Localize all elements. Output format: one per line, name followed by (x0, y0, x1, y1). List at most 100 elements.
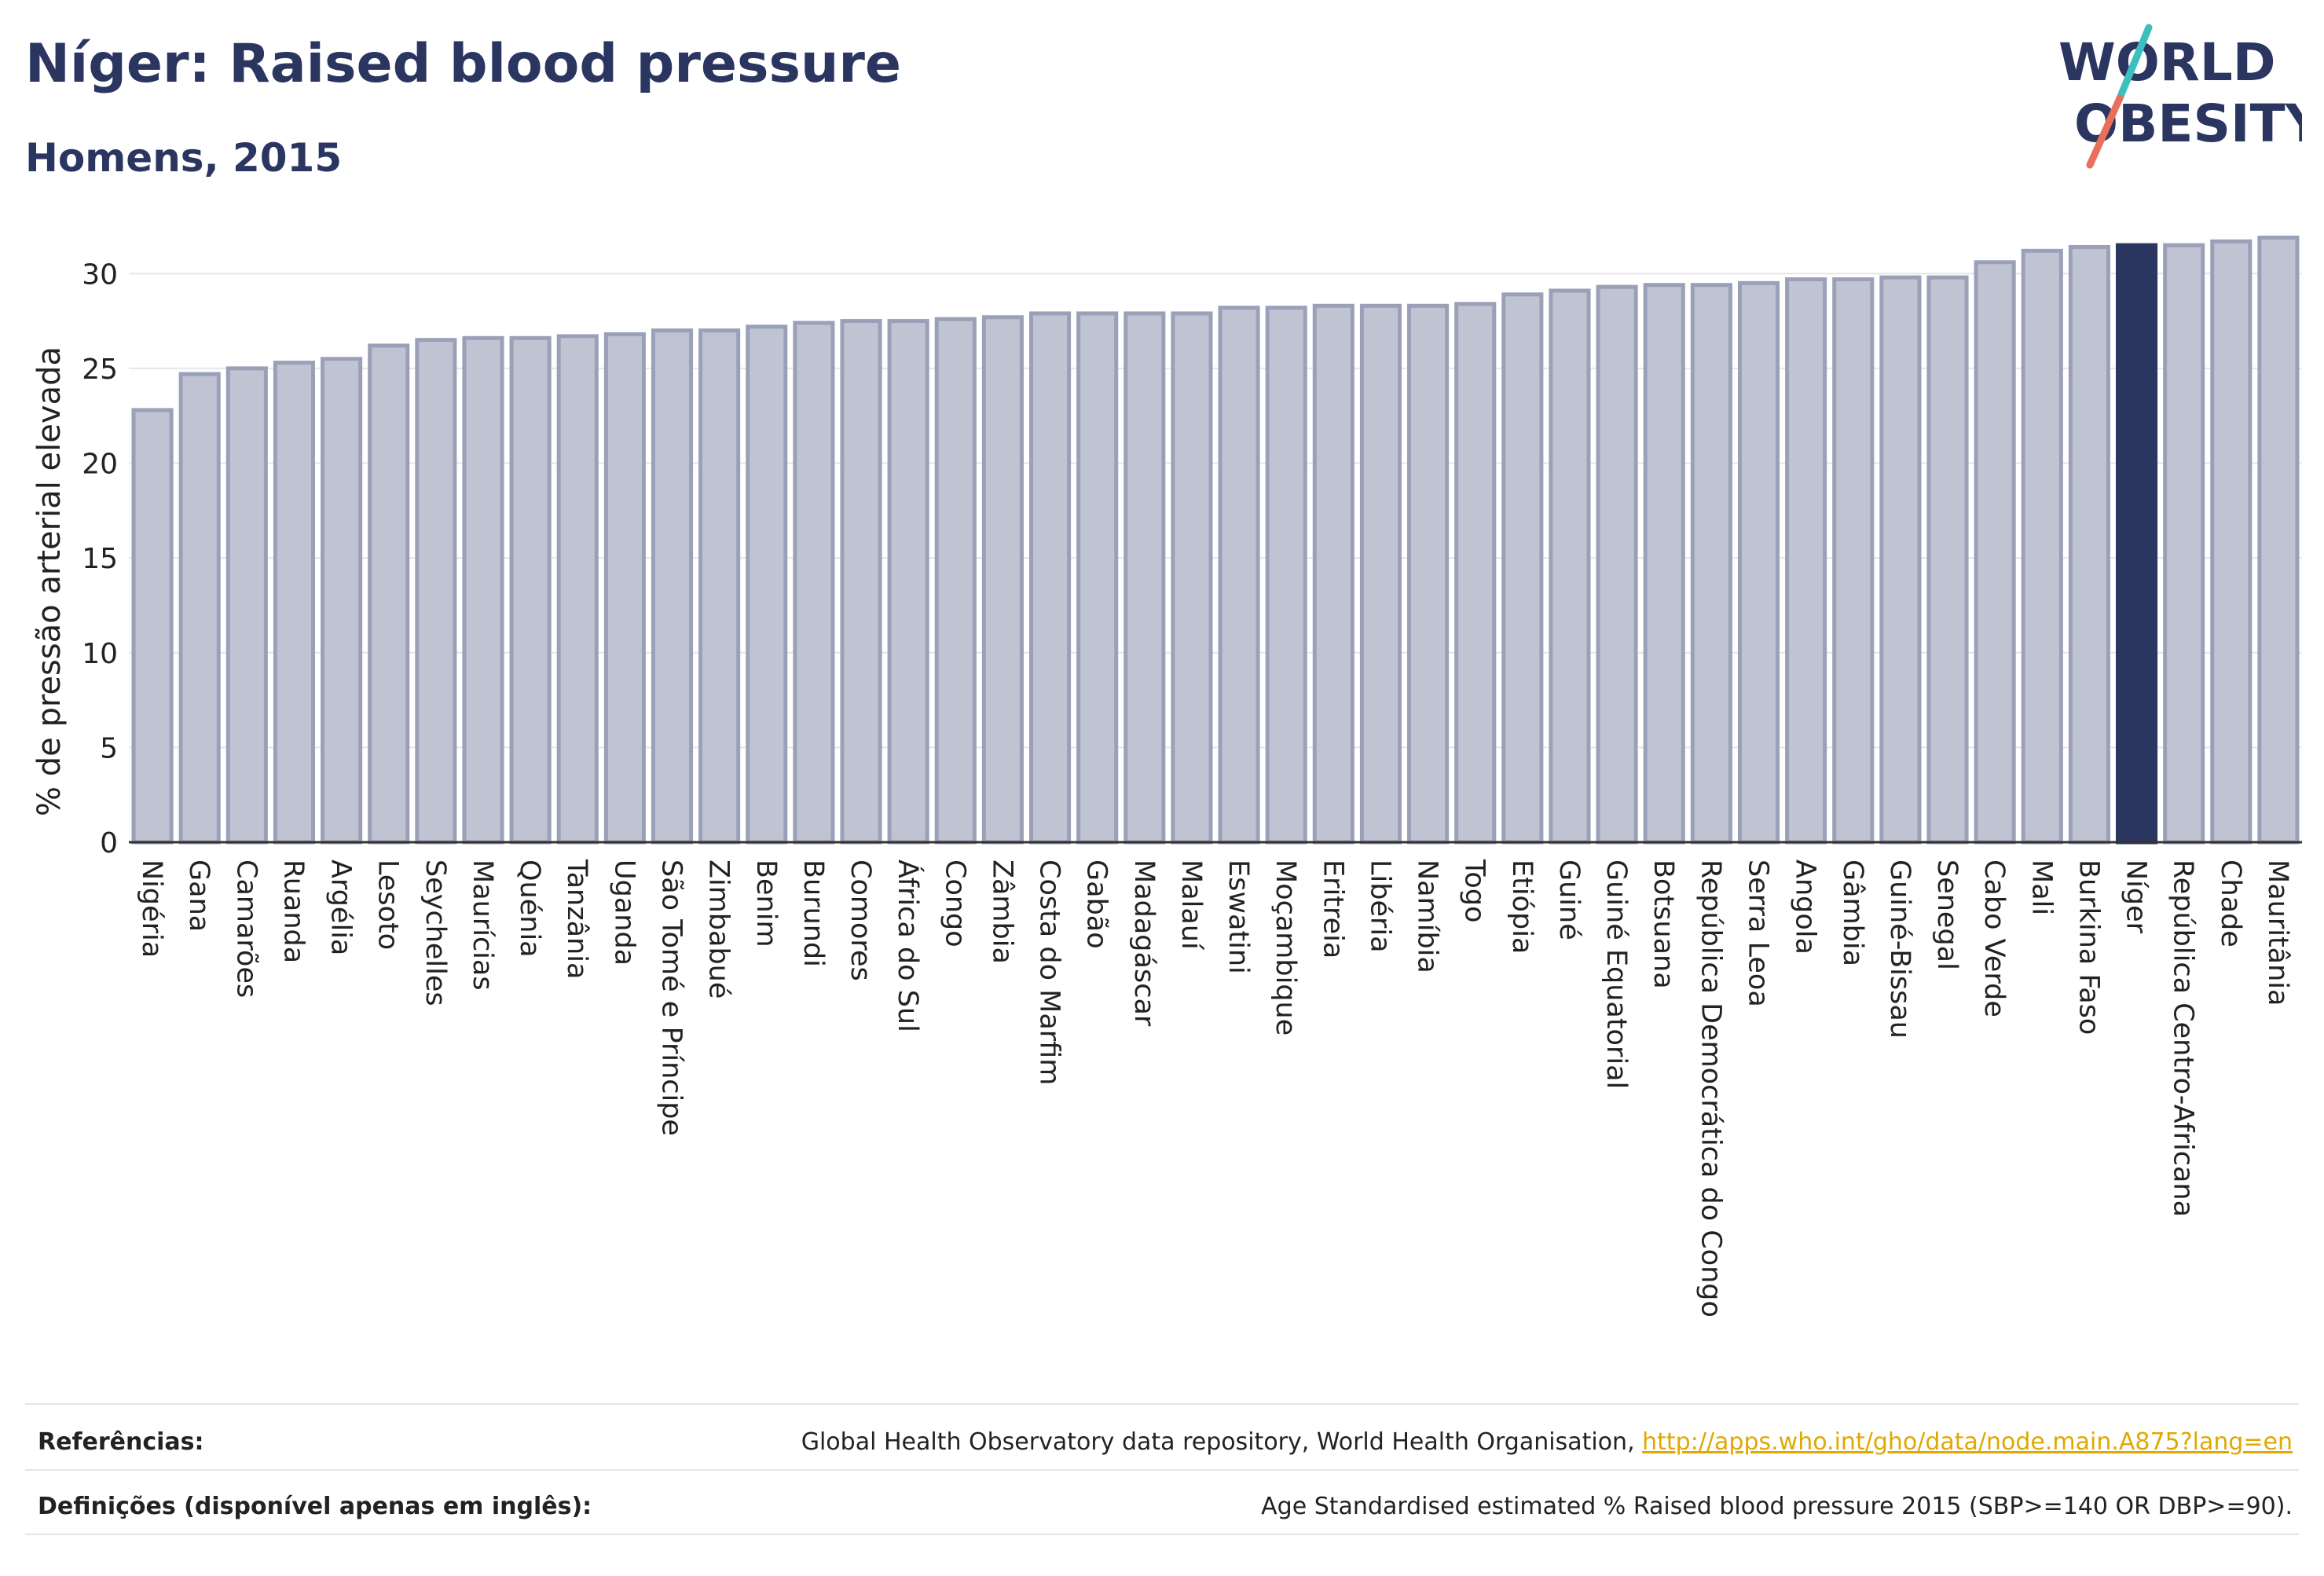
x-tick-label: Senegal (1931, 859, 1963, 970)
bar-lesoto[interactable] (368, 343, 410, 845)
bar-zimbabué[interactable] (698, 328, 741, 845)
x-tick-label: Gâmbia (1837, 859, 1868, 966)
bar-argélia[interactable] (321, 357, 363, 845)
x-tick-label: Gabão (1081, 859, 1113, 949)
bar-madagáscar[interactable] (1124, 311, 1166, 845)
bar-gana[interactable] (178, 372, 221, 845)
bars-layer (131, 235, 2300, 845)
x-tick-label: República Democrática do Congo (1695, 859, 1726, 1318)
axis-layer: 0 5 10 15 20 25 30 Nigéria Gana Camarões Ruanda Arg… (82, 258, 2302, 1318)
x-tick-label: Guiné (1553, 859, 1585, 940)
x-tick-label: Níger (2121, 859, 2152, 934)
y-tick-label: 20 (82, 449, 118, 481)
bar-guiné[interactable] (1549, 288, 1591, 845)
bar-gabão[interactable] (1076, 311, 1119, 845)
x-tick-label: Uganda (608, 859, 640, 966)
bar-benim[interactable] (746, 324, 788, 845)
x-tick-label: Camarões (230, 859, 262, 998)
bar-maurícias[interactable] (462, 335, 504, 845)
bar-mali[interactable] (2021, 248, 2063, 845)
x-tick-label: Moçambique (1270, 859, 1301, 1035)
bar-áfrica-do-sul[interactable] (887, 319, 929, 845)
world-obesity-logo: WORLD OBESITY (2058, 24, 2302, 169)
x-tick-label: Zâmbia (986, 859, 1017, 964)
x-tick-label: Gana (183, 859, 214, 932)
bar-tanzânia[interactable] (556, 334, 599, 845)
bar-guiné-equatorial[interactable] (1596, 284, 1638, 845)
x-tick-label: São Tomé e Príncipe (656, 859, 687, 1136)
x-tick-label: Congo (939, 859, 970, 947)
x-tick-label: Guiné-Bissau (1884, 859, 1915, 1039)
x-tick-label: Mali (2025, 859, 2057, 915)
bar-moçambique[interactable] (1265, 306, 1307, 845)
bar-chade[interactable] (2210, 239, 2253, 845)
x-tick-label: Benim (750, 859, 782, 947)
bar-quénia[interactable] (509, 335, 552, 845)
x-tick-label: Quénia (514, 859, 545, 958)
bar-comores[interactable] (840, 319, 882, 845)
bar-cabo-verde[interactable] (1974, 260, 2016, 845)
bar-república-democrática-do-congo[interactable] (1690, 283, 1732, 845)
bar-república-centro-africana[interactable] (2163, 243, 2205, 845)
bar-uganda[interactable] (603, 332, 646, 845)
logo-line1: WORLD (2058, 32, 2276, 93)
x-tick-label: Costa do Marfim (1034, 859, 1065, 1085)
x-tick-label: Lesoto (372, 859, 404, 950)
bar-congo[interactable] (934, 317, 977, 845)
y-tick-label: 0 (100, 827, 118, 859)
x-tick-label: Chade (2215, 859, 2246, 947)
definitions-label: Definições (disponível apenas em inglês)… (38, 1493, 592, 1520)
x-tick-label: Madagáscar (1128, 859, 1160, 1027)
x-tick-label: Togo (1459, 859, 1490, 922)
bar-seychelles[interactable] (415, 338, 457, 845)
bar-níger[interactable] (2115, 243, 2158, 845)
bar-chart: 0 5 10 15 20 25 30 Nigéria Gana Camarões Ruanda Arg… (31, 235, 2302, 1318)
x-tick-label: Burkina Faso (2073, 859, 2104, 1035)
x-tick-label: Angola (1790, 859, 1821, 955)
x-tick-label: Zimbabué (703, 859, 735, 999)
x-tick-label: Cabo Verde (1978, 859, 2010, 1017)
x-tick-label: Namíbia (1412, 859, 1443, 973)
bar-nigéria[interactable] (131, 408, 174, 845)
bar-etiópia[interactable] (1501, 292, 1544, 845)
footer-divider-top (25, 1403, 2299, 1405)
x-tick-label: Mauritânia (2262, 859, 2293, 1006)
bar-burundi[interactable] (793, 321, 835, 845)
x-tick-label: Tanzânia (561, 859, 592, 979)
chart-subtitle: Homens, 2015 (25, 135, 343, 181)
references-text: Global Health Observatory data repositor… (801, 1428, 1643, 1456)
bar-namíbia[interactable] (1407, 303, 1450, 845)
x-tick-label: Malauí (1175, 859, 1207, 951)
bar-ruanda[interactable] (273, 361, 316, 845)
bar-eswatini[interactable] (1218, 306, 1260, 845)
bar-senegal[interactable] (1926, 275, 1969, 845)
definitions-text: Age Standardised estimated % Raised bloo… (1261, 1493, 2293, 1520)
bar-libéria[interactable] (1359, 303, 1402, 845)
y-tick-label: 15 (82, 543, 118, 575)
x-tick-label: Nigéria (136, 859, 167, 958)
bar-mauritânia[interactable] (2257, 235, 2300, 845)
bar-camarões[interactable] (225, 366, 268, 845)
bar-eritreia[interactable] (1312, 303, 1354, 845)
bar-togo[interactable] (1454, 302, 1497, 845)
bar-angola[interactable] (1785, 277, 1827, 845)
references-link[interactable]: http://apps.who.int/gho/data/node.main.A… (1642, 1428, 2293, 1456)
footer-divider-bottom (25, 1534, 2299, 1535)
bar-serra-leoa[interactable] (1737, 280, 1780, 845)
bar-zâmbia[interactable] (981, 315, 1024, 845)
x-tick-label: Eswatini (1222, 859, 1254, 974)
bar-gâmbia[interactable] (1832, 277, 1875, 845)
x-tick-label: Argélia (325, 859, 357, 955)
chart-title: Níger: Raised blood pressure (25, 33, 902, 95)
x-tick-label: Comores (845, 859, 876, 981)
bar-guiné-bissau[interactable] (1879, 275, 1922, 845)
y-tick-label: 10 (82, 638, 118, 670)
references-label: Referências: (38, 1428, 204, 1456)
y-tick-label: 25 (82, 354, 118, 386)
x-tick-label: Serra Leoa (1743, 859, 1774, 1007)
bar-botsuana[interactable] (1643, 283, 1685, 845)
bar-são-tomé-e-príncipe[interactable] (651, 328, 694, 845)
bar-burkina-faso[interactable] (2068, 244, 2110, 845)
bar-costa-do-marfim[interactable] (1028, 311, 1072, 845)
bar-malauí[interactable] (1171, 311, 1213, 845)
